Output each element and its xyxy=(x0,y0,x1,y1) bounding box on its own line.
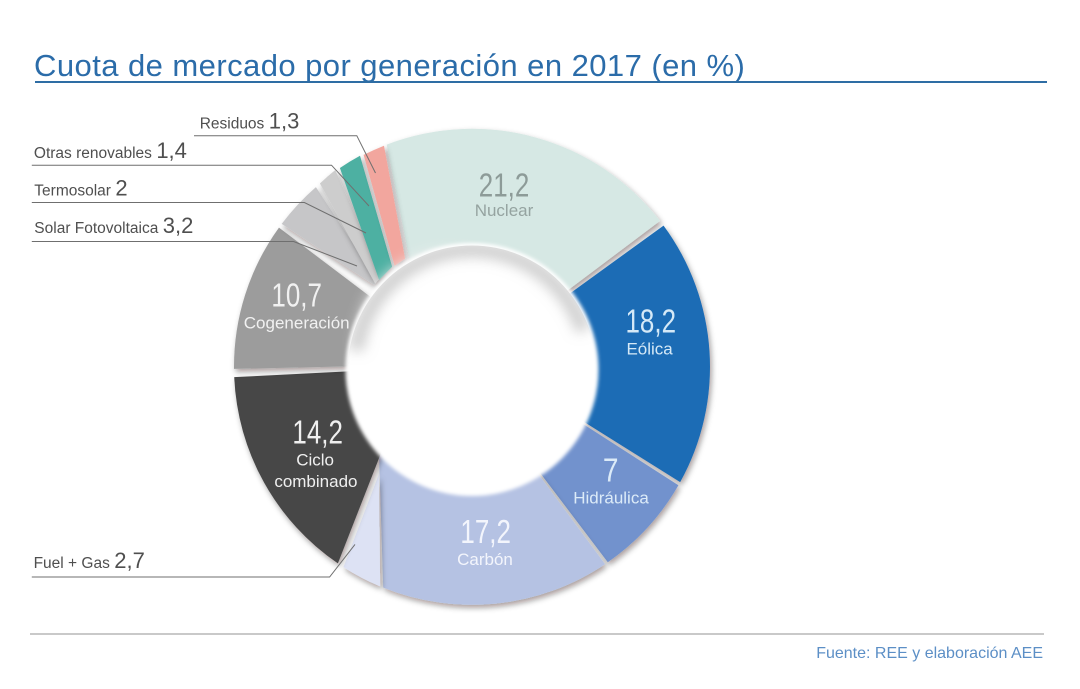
svg-text:Hidráulica: Hidráulica xyxy=(573,489,649,508)
svg-text:10,7: 10,7 xyxy=(271,277,322,314)
svg-text:Termosolar 2: Termosolar 2 xyxy=(34,175,127,200)
svg-text:Residuos 1,3: Residuos 1,3 xyxy=(200,109,300,134)
svg-text:18,2: 18,2 xyxy=(626,302,677,339)
svg-text:Ciclo: Ciclo xyxy=(296,450,334,469)
svg-text:17,2: 17,2 xyxy=(460,513,511,550)
svg-text:14,2: 14,2 xyxy=(292,414,343,451)
svg-text:Carbón: Carbón xyxy=(457,550,513,569)
svg-text:21,2: 21,2 xyxy=(479,166,530,203)
svg-text:Nuclear: Nuclear xyxy=(475,201,534,220)
svg-text:Fuel + Gas 2,7: Fuel + Gas 2,7 xyxy=(34,548,145,573)
svg-text:7: 7 xyxy=(603,452,619,489)
svg-text:Eólica: Eólica xyxy=(626,340,673,359)
svg-text:Otras renovables 1,4: Otras renovables 1,4 xyxy=(34,138,187,163)
svg-text:Cogeneración: Cogeneración xyxy=(244,313,350,332)
svg-text:Solar Fotovoltaica 3,2: Solar Fotovoltaica 3,2 xyxy=(34,213,193,238)
svg-text:combinado: combinado xyxy=(274,472,357,491)
